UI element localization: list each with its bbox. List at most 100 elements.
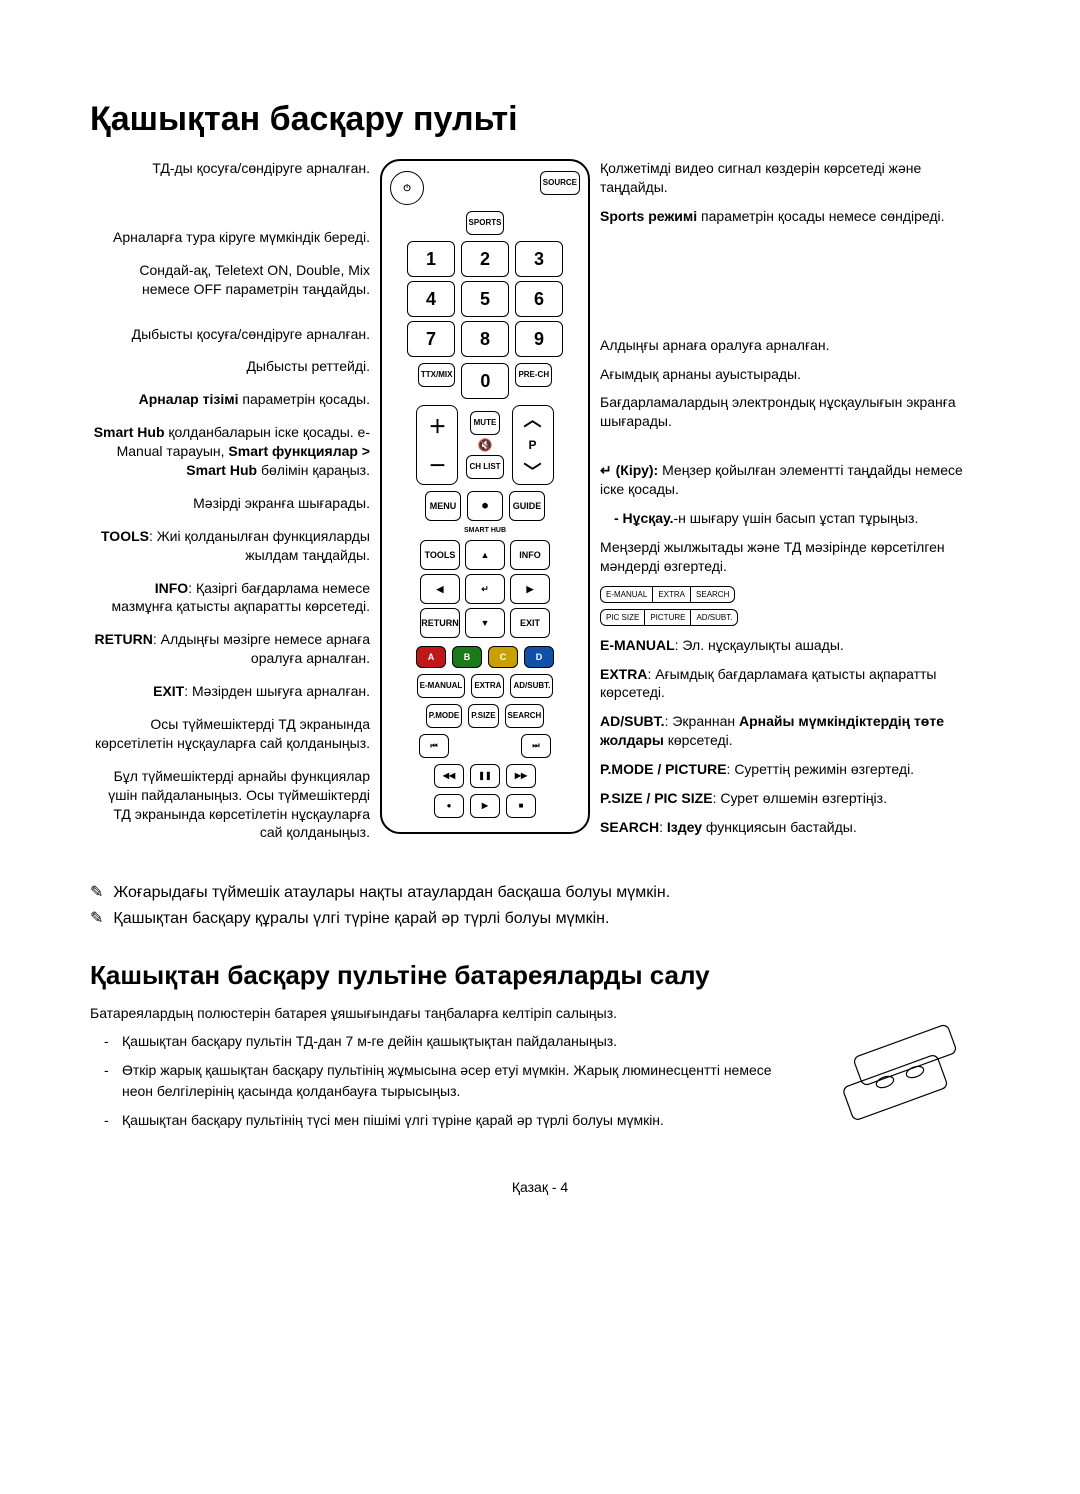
- stop-icon[interactable]: ■: [506, 794, 536, 818]
- battery-li-3: Қашықтан басқару пультінің түсі мен піші…: [122, 1110, 800, 1131]
- menu-button[interactable]: MENU: [425, 491, 461, 521]
- smarthub-button[interactable]: ⬢: [467, 491, 503, 521]
- volume-down-icon[interactable]: －: [417, 445, 457, 484]
- pause-icon[interactable]: ❚❚: [470, 764, 500, 788]
- battery-li-2: Өткір жарық қашықтан басқару пультінің ж…: [122, 1060, 800, 1102]
- dpad: TOOLS ▲ INFO ◀ ↵ ▶ RETURN ▼ EXIT: [420, 540, 550, 640]
- hint-rest: -н шығару үшін басып ұстап тұрыңыз.: [673, 510, 918, 526]
- label-smarthub: Smart Hub қолданбаларын іске қосады. e-M…: [90, 423, 370, 480]
- color-d-button[interactable]: D: [524, 646, 554, 668]
- num-6[interactable]: 6: [515, 281, 563, 317]
- channel-up-icon[interactable]: ︿: [513, 406, 553, 432]
- tools-rest: : Жиі қолданылған функцияларды жылдам та…: [149, 528, 370, 563]
- chlist-rest: параметрін қосады.: [238, 391, 370, 407]
- adsubt-button[interactable]: AD/SUBT.: [510, 674, 553, 698]
- rewind-icon[interactable]: ◀◀: [434, 764, 464, 788]
- label-adsubt: AD/SUBT.: Экраннан Арнайы мүмкіндіктерді…: [600, 712, 990, 750]
- num-4[interactable]: 4: [407, 281, 455, 317]
- color-b-button[interactable]: B: [452, 646, 482, 668]
- tools-bold: TOOLS: [101, 528, 149, 544]
- label-search: SEARCH: Іздеу функциясын бастайды.: [600, 818, 990, 837]
- pillbox-1: E-MANUAL EXTRA SEARCH: [600, 586, 990, 603]
- pill-picsize: PIC SIZE: [601, 610, 645, 625]
- label-chlist: Арналар тізімі параметрін қосады.: [90, 390, 370, 409]
- num-0[interactable]: 0: [461, 363, 509, 399]
- play-icon[interactable]: ▶: [470, 794, 500, 818]
- num-1[interactable]: 1: [407, 241, 455, 277]
- arrow-right[interactable]: ▶: [510, 574, 550, 604]
- left-callouts: ТД-ды қосуға/сөндіруге арналған. Арналар…: [90, 159, 370, 856]
- pill-picture: PICTURE: [645, 610, 691, 625]
- exit-button[interactable]: EXIT: [510, 608, 550, 638]
- prev-track-icon[interactable]: ⏮: [419, 734, 449, 758]
- extra-bold: EXTRA: [600, 666, 647, 682]
- battery-section: Батареялардың полюстерін батарея ұяшығын…: [90, 1005, 800, 1139]
- volume-rocker[interactable]: ＋ －: [416, 405, 458, 485]
- sports-rest: параметрін қосады немесе сөндіреді.: [697, 208, 944, 224]
- record-icon[interactable]: ●: [434, 794, 464, 818]
- arrow-up[interactable]: ▲: [465, 540, 505, 570]
- num-3[interactable]: 3: [515, 241, 563, 277]
- psize-button[interactable]: P.SIZE: [468, 704, 498, 728]
- channel-rocker[interactable]: ︿ P ﹀: [512, 405, 554, 485]
- footnote-2: Қашықтан басқару құралы үлгі түріне қара…: [113, 906, 609, 932]
- sports-bold: Sports режимі: [600, 208, 697, 224]
- ttxmix-button[interactable]: TTX/MIX: [418, 363, 456, 387]
- label-power: ТД-ды қосуға/сөндіруге арналған.: [90, 159, 370, 178]
- num-9[interactable]: 9: [515, 321, 563, 357]
- channel-down-icon[interactable]: ﹀: [513, 458, 553, 484]
- color-a-button[interactable]: A: [416, 646, 446, 668]
- label-play: Бұл түймешіктерді арнайы функциялар үшін…: [90, 767, 370, 843]
- label-exit: EXIT: Мәзірден шығуға арналған.: [90, 682, 370, 701]
- num-5[interactable]: 5: [461, 281, 509, 317]
- enter-button[interactable]: ↵: [465, 574, 505, 604]
- search-bold: SEARCH: [600, 819, 659, 835]
- label-mute: Дыбысты қосуға/сөндіруге арналған.: [90, 325, 370, 344]
- p-label: P: [513, 432, 553, 458]
- enter-icon: ↵ (Кіру):: [600, 462, 658, 478]
- sports-button[interactable]: SPORTS: [466, 211, 505, 235]
- info-rest: : Қазіргі бағдарлама немесе мазмұнға қат…: [112, 580, 371, 615]
- pmode-button[interactable]: P.MODE: [426, 704, 463, 728]
- exit-rest: : Мәзірден шығуға арналған.: [184, 683, 370, 699]
- prech-button[interactable]: PRE-CH: [515, 363, 552, 387]
- info-button[interactable]: INFO: [510, 540, 550, 570]
- label-guide: Бағдарламалардың электрондық нұсқаулығын…: [600, 393, 990, 431]
- num-7[interactable]: 7: [407, 321, 455, 357]
- next-track-icon[interactable]: ⏭: [521, 734, 551, 758]
- mute-button[interactable]: MUTE: [470, 411, 500, 435]
- label-source: Қолжетімді видео сигнал көздерін көрсете…: [600, 159, 990, 197]
- label-hint: - Нұсқау.-н шығару үшін басып ұстап тұры…: [600, 509, 990, 528]
- arrow-left[interactable]: ◀: [420, 574, 460, 604]
- return-button[interactable]: RETURN: [420, 608, 460, 638]
- label-info: INFO: Қазіргі бағдарлама немесе мазмұнға…: [90, 579, 370, 617]
- power-button[interactable]: ⏻: [390, 171, 424, 205]
- num-8[interactable]: 8: [461, 321, 509, 357]
- smarthub-label: SMART HUB: [464, 527, 506, 534]
- note-icon: ✎: [90, 880, 103, 906]
- chlist-bold: Арналар тізімі: [139, 391, 239, 407]
- tools-button[interactable]: TOOLS: [420, 540, 460, 570]
- search-button[interactable]: SEARCH: [505, 704, 545, 728]
- exit-bold: EXIT: [153, 683, 184, 699]
- label-menu: Мәзірді экранға шығарады.: [90, 494, 370, 513]
- guide-button[interactable]: GUIDE: [509, 491, 545, 521]
- label-psize: P.SIZE / PIC SIZE: Сурет өлшемін өзгерті…: [600, 789, 990, 808]
- extra-button[interactable]: EXTRA: [471, 674, 504, 698]
- emanual-button[interactable]: E-MANUAL: [417, 674, 466, 698]
- volume-up-icon[interactable]: ＋: [417, 406, 457, 445]
- chlist-button[interactable]: CH LIST: [466, 455, 503, 479]
- search-bold2: Іздеу: [667, 819, 702, 835]
- label-arrows: Меңзерді жылжытады және ТД мәзірінде көр…: [600, 538, 990, 576]
- return-rest: : Алдыңғы мәзірге немесе арнаға оралуға …: [153, 631, 370, 666]
- forward-icon[interactable]: ▶▶: [506, 764, 536, 788]
- remote-body: ⏻ SOURCE SPORTS 1 2 3 4 5 6 7: [380, 159, 590, 834]
- color-c-button[interactable]: C: [488, 646, 518, 668]
- label-enter: ↵ (Кіру): Меңзер қойылған элементті таңд…: [600, 461, 990, 499]
- footnotes: ✎Жоғарыдағы түймешік атаулары нақты атау…: [90, 880, 990, 931]
- right-callouts: Қолжетімді видео сигнал көздерін көрсете…: [600, 159, 990, 856]
- smarthub-rest2: бөлімін қараңыз.: [257, 462, 370, 478]
- arrow-down[interactable]: ▼: [465, 608, 505, 638]
- num-2[interactable]: 2: [461, 241, 509, 277]
- source-button[interactable]: SOURCE: [540, 171, 580, 195]
